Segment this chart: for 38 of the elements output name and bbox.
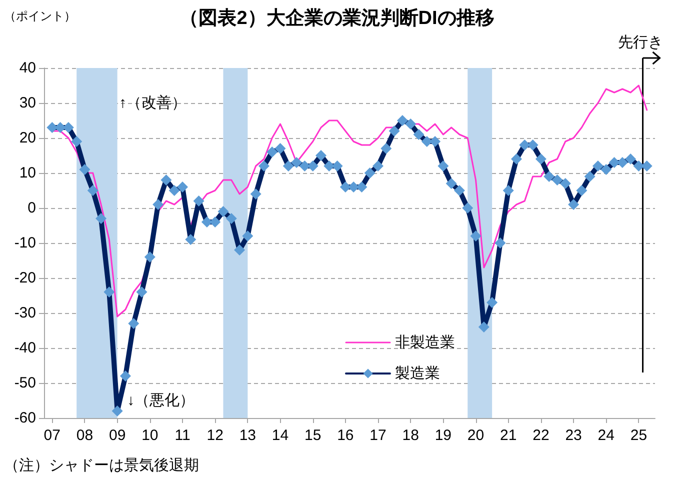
x-tick-label: 08 — [76, 427, 94, 444]
y-tick-label: -30 — [14, 304, 36, 322]
y-tick-label: 20 — [19, 130, 36, 146]
x-tick-label: 10 — [142, 427, 158, 444]
annotation: ↓（悪化） — [127, 392, 195, 409]
annotation: ↑（改善） — [118, 94, 186, 112]
text: （注）シャドーは景気後退期 — [4, 457, 199, 474]
y-tick-label: 10 — [19, 164, 36, 182]
y-tick-label: -20 — [14, 270, 36, 286]
ref-line-label: 先行き — [618, 34, 663, 51]
x-tick-label: 15 — [304, 427, 322, 444]
x-tick-label: 22 — [532, 427, 550, 444]
x-tick-label: 09 — [108, 427, 126, 444]
y-tick-label: 30 — [19, 94, 36, 112]
y-tick-label: -60 — [14, 410, 36, 426]
x-tick-label: 19 — [434, 427, 452, 444]
x-tick-label: 20 — [467, 427, 484, 444]
x-tick-label: 14 — [272, 427, 289, 444]
y-tick-label: 40 — [19, 60, 36, 76]
x-tick-label: 24 — [598, 427, 614, 444]
x-tick-label: 17 — [370, 427, 386, 444]
x-tick-label: 21 — [500, 427, 517, 444]
y-tick-label: 0 — [28, 200, 36, 216]
legend-label: 非製造業 — [395, 334, 455, 351]
x-tick-label: 25 — [630, 427, 648, 444]
x-tick-label: 18 — [402, 427, 419, 444]
x-tick-label: 12 — [206, 427, 224, 444]
y-tick-label: -40 — [14, 340, 36, 356]
y-tick-label: -50 — [14, 374, 36, 392]
y-tick-label: -10 — [14, 234, 36, 252]
x-tick-label: 07 — [44, 427, 60, 444]
y-axis-title: （ポイント） — [4, 9, 76, 23]
legend-label: 製造業 — [395, 365, 440, 382]
chart-title: （図表2）大企業の業況判断DIの推移 — [180, 7, 494, 29]
x-tick-label: 11 — [174, 427, 190, 444]
x-tick-label: 13 — [239, 427, 256, 444]
x-tick-label: 23 — [565, 427, 582, 444]
x-tick-label: 16 — [337, 427, 354, 444]
